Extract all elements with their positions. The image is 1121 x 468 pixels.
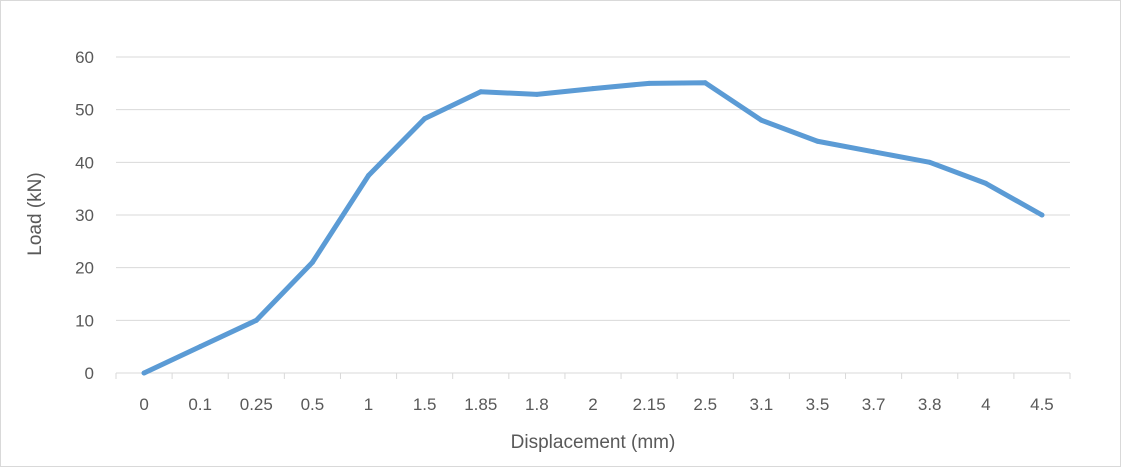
- y-axis-title: Load (kN): [25, 172, 46, 255]
- x-tick-label: 2: [588, 395, 597, 414]
- x-tick-label: 1.5: [413, 395, 437, 414]
- x-tick-label: 2.15: [633, 395, 666, 414]
- data-point: [871, 149, 877, 155]
- data-point: [422, 116, 428, 122]
- x-tick-label: 3.1: [750, 395, 774, 414]
- data-point: [197, 344, 203, 350]
- y-tick-label: 60: [75, 48, 94, 67]
- x-tick-label: 1.8: [525, 395, 549, 414]
- series-layer: [141, 80, 1045, 376]
- data-point: [478, 89, 484, 95]
- x-tick-label: 4.5: [1030, 395, 1054, 414]
- x-tick-label: 0.25: [240, 395, 273, 414]
- data-point: [702, 80, 708, 86]
- series-line: [141, 80, 1045, 376]
- y-tick-label: 0: [85, 364, 94, 383]
- x-tick-label: 2.5: [693, 395, 717, 414]
- x-tick-label: 3.7: [862, 395, 886, 414]
- y-tick-label: 40: [75, 153, 94, 172]
- x-tick-label: 0.5: [301, 395, 325, 414]
- data-point: [927, 159, 933, 165]
- x-axis-tick-labels: 0 0.1 0.25 0.5 1 1.5 1.85 1.8 2 2.15 2.5 3.1 3.5 3.7 3…: [139, 395, 1053, 414]
- data-point: [983, 180, 989, 186]
- data-point: [590, 86, 596, 92]
- y-tick-label: 10: [75, 311, 94, 330]
- y-axis-tick-labels: 0 10 20 30 40 50 60: [75, 48, 94, 383]
- data-point: [141, 370, 147, 376]
- y-tick-label: 50: [75, 101, 94, 120]
- x-tick-label: 0.1: [188, 395, 212, 414]
- data-point: [534, 91, 540, 97]
- x-axis-title: Displacement (mm): [511, 432, 676, 453]
- data-point: [758, 117, 764, 123]
- x-tick-label: 4: [981, 395, 990, 414]
- data-point: [646, 80, 652, 86]
- data-point: [1039, 212, 1045, 218]
- x-axis: [115, 372, 1071, 379]
- data-point: [253, 317, 259, 323]
- x-tick-label: 3.5: [806, 395, 830, 414]
- data-point: [814, 138, 820, 144]
- x-tick-label: 1: [364, 395, 373, 414]
- data-point: [309, 259, 315, 265]
- y-tick-label: 20: [75, 259, 94, 278]
- gridlines: [116, 56, 1070, 321]
- y-tick-label: 30: [75, 206, 94, 225]
- x-tick-label: 1.85: [464, 395, 497, 414]
- x-tick-label: 0: [139, 395, 148, 414]
- data-point: [366, 173, 372, 178]
- x-tick-label: 3.8: [918, 395, 942, 414]
